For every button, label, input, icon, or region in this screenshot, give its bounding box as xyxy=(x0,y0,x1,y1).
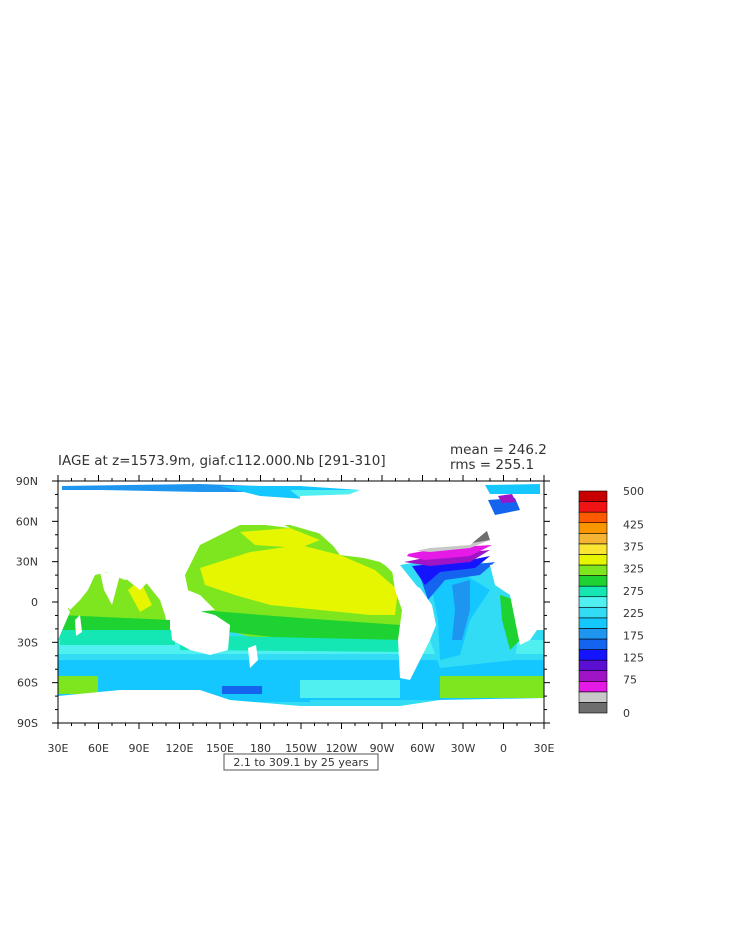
x-tick-label: 150E xyxy=(206,742,234,755)
x-tick-label: 120W xyxy=(326,742,358,755)
colorbar-swatch xyxy=(578,490,608,502)
y-tick-label: 60N xyxy=(16,515,38,528)
x-tick-label: 90E xyxy=(129,742,150,755)
x-tick-label: 150W xyxy=(285,742,317,755)
map-panel: 30E 60E 90E 120E 150E 180 150W 120W 90W 60W 30W 0 30… xyxy=(16,475,555,755)
y-tick-label: 60S xyxy=(17,677,38,690)
colorbar-swatch xyxy=(578,575,608,587)
colorbar-tick-label: 375 xyxy=(623,541,644,554)
colorbar-swatch xyxy=(578,702,608,714)
colorbar-tick-label: 425 xyxy=(623,518,644,531)
y-tick-label: 30N xyxy=(16,556,38,569)
colorbar-swatch xyxy=(578,606,608,619)
x-tick-label: 120E xyxy=(166,742,194,755)
colorbar-swatch xyxy=(578,628,608,640)
colorbar-tick-label: 225 xyxy=(623,607,644,620)
plot-title: IAGE at z=1573.9m, giaf.c112.000.Nb [291… xyxy=(58,453,386,469)
footer-label: 2.1 to 309.1 by 25 years xyxy=(233,756,369,769)
colorbar-swatch xyxy=(578,564,608,576)
colorbar-tick-label: 325 xyxy=(623,563,644,576)
colorbar-swatch xyxy=(578,554,608,566)
x-axis: 30E 60E 90E 120E 150E 180 150W 120W 90W 60W 30W 0 30… xyxy=(48,475,555,755)
colorbar-tick-label: 500 xyxy=(623,485,644,498)
colorbar-swatch xyxy=(578,659,608,672)
y-tick-label: 90N xyxy=(16,475,38,488)
australia xyxy=(170,610,230,655)
x-tick-label: 60W xyxy=(410,742,435,755)
south-america xyxy=(392,570,436,680)
colorbar-tick-label: 175 xyxy=(623,629,644,642)
africa xyxy=(490,560,544,645)
colorbar-swatch xyxy=(578,617,608,629)
colorbar-swatch xyxy=(578,543,608,555)
colorbar: 500 425 375 325 275 225 175 125 75 0 xyxy=(578,485,644,720)
colorbar-tick-label: 75 xyxy=(623,674,637,687)
x-tick-label: 30E xyxy=(48,742,69,755)
antarctica xyxy=(58,690,544,723)
eurasia xyxy=(58,494,290,610)
x-tick-label: 30W xyxy=(451,742,476,755)
x-tick-label: 60E xyxy=(88,742,109,755)
colorbar-tick-label: 0 xyxy=(623,707,630,720)
x-tick-label: 0 xyxy=(500,742,507,755)
y-tick-label: 0 xyxy=(31,596,38,609)
rms-label: rms = 255.1 xyxy=(450,457,534,473)
colorbar-swatch xyxy=(578,585,608,598)
colorbar-swatch xyxy=(578,511,608,524)
colorbar-swatch xyxy=(578,680,608,693)
greenland xyxy=(408,494,470,515)
land xyxy=(58,481,544,723)
y-tick-label: 90S xyxy=(17,717,38,730)
y-axis: 90N 60N 30N 0 30S 60S 90S xyxy=(16,475,550,730)
x-tick-label: 30E xyxy=(534,742,555,755)
colorbar-tick-label: 125 xyxy=(623,652,644,665)
colorbar-swatch xyxy=(578,691,608,703)
x-tick-label: 90W xyxy=(370,742,395,755)
colorbar-swatch xyxy=(578,638,608,650)
colorbar-swatch xyxy=(578,532,608,545)
colorbar-swatch xyxy=(578,596,608,608)
colorbar-tick-label: 275 xyxy=(623,585,644,598)
y-tick-label: 30S xyxy=(17,636,38,649)
colorbar-swatch xyxy=(578,670,608,682)
colorbar-swatch xyxy=(578,501,608,513)
colorbar-swatch xyxy=(578,522,608,534)
ocean-field xyxy=(58,484,544,710)
footer-box xyxy=(223,753,379,771)
x-tick-label: 180 xyxy=(250,742,271,755)
mean-label: mean = 246.2 xyxy=(450,442,547,458)
colorbar-swatch xyxy=(578,649,608,661)
